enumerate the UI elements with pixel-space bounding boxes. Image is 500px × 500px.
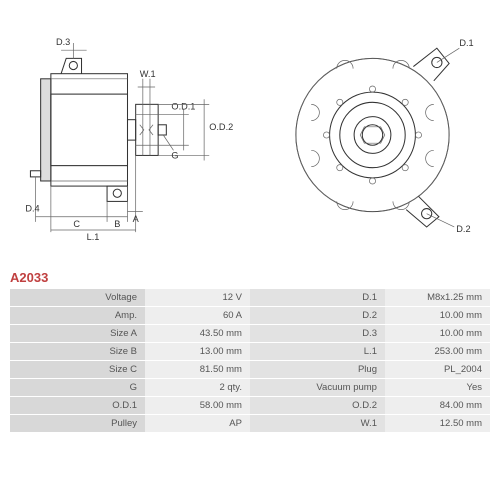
label-a: A: [133, 214, 140, 224]
spec-label: O.D.2: [250, 397, 385, 415]
spec-value: Yes: [385, 379, 490, 397]
spec-value: PL_2004: [385, 361, 490, 379]
spec-label: Pulley: [10, 415, 145, 433]
label-d2: D.2: [456, 224, 470, 234]
spec-label: D.1: [250, 289, 385, 307]
table-row: G2 qty.Vacuum pumpYes: [10, 379, 490, 397]
label-w1: W.1: [140, 69, 156, 79]
label-l1: L.1: [87, 232, 100, 242]
spec-value: 60 A: [145, 307, 250, 325]
table-row: Size B13.00 mmL.1253.00 mm: [10, 343, 490, 361]
table-row: PulleyAPW.112.50 mm: [10, 415, 490, 433]
spec-label: O.D.1: [10, 397, 145, 415]
spec-value: 2 qty.: [145, 379, 250, 397]
spec-label: G: [10, 379, 145, 397]
diagrams-area: D.3 W.1 O.D.1 O.D.2 G A B C D.4 L.1 D.1 …: [10, 5, 490, 265]
spec-label: Size A: [10, 325, 145, 343]
label-c: C: [73, 219, 80, 229]
label-d1: D.1: [459, 38, 473, 48]
spec-value: 58.00 mm: [145, 397, 250, 415]
spec-value: 43.50 mm: [145, 325, 250, 343]
spec-label: D.3: [250, 325, 385, 343]
spec-label: Size C: [10, 361, 145, 379]
label-d3: D.3: [56, 37, 70, 47]
table-row: O.D.158.00 mmO.D.284.00 mm: [10, 397, 490, 415]
spec-value: AP: [145, 415, 250, 433]
side-view-diagram: D.3 W.1 O.D.1 O.D.2 G A B C D.4 L.1: [10, 5, 245, 265]
label-od2: O.D.2: [209, 122, 233, 132]
label-g: G: [171, 151, 178, 161]
part-number: A2033: [10, 270, 490, 285]
spec-value: 12 V: [145, 289, 250, 307]
spec-value: 253.00 mm: [385, 343, 490, 361]
spec-value: 12.50 mm: [385, 415, 490, 433]
table-row: Voltage12 VD.1M8x1.25 mm: [10, 289, 490, 307]
spec-value: 10.00 mm: [385, 307, 490, 325]
label-od1: O.D.1: [171, 101, 195, 111]
spec-label: Voltage: [10, 289, 145, 307]
spec-value: 84.00 mm: [385, 397, 490, 415]
label-b: B: [114, 219, 120, 229]
spec-label: Size B: [10, 343, 145, 361]
spec-label: Amp.: [10, 307, 145, 325]
spec-value: 10.00 mm: [385, 325, 490, 343]
spec-label: Vacuum pump: [250, 379, 385, 397]
table-row: Amp.60 AD.210.00 mm: [10, 307, 490, 325]
spec-label: Plug: [250, 361, 385, 379]
spec-value: 81.50 mm: [145, 361, 250, 379]
spec-value: 13.00 mm: [145, 343, 250, 361]
spec-label: W.1: [250, 415, 385, 433]
spec-value: M8x1.25 mm: [385, 289, 490, 307]
spec-table: Voltage12 VD.1M8x1.25 mmAmp.60 AD.210.00…: [10, 289, 490, 433]
label-d4: D.4: [25, 204, 39, 214]
spec-label: L.1: [250, 343, 385, 361]
table-row: Size C81.50 mmPlugPL_2004: [10, 361, 490, 379]
front-view-diagram: D.1 D.2: [255, 5, 490, 265]
table-row: Size A43.50 mmD.310.00 mm: [10, 325, 490, 343]
spec-label: D.2: [250, 307, 385, 325]
